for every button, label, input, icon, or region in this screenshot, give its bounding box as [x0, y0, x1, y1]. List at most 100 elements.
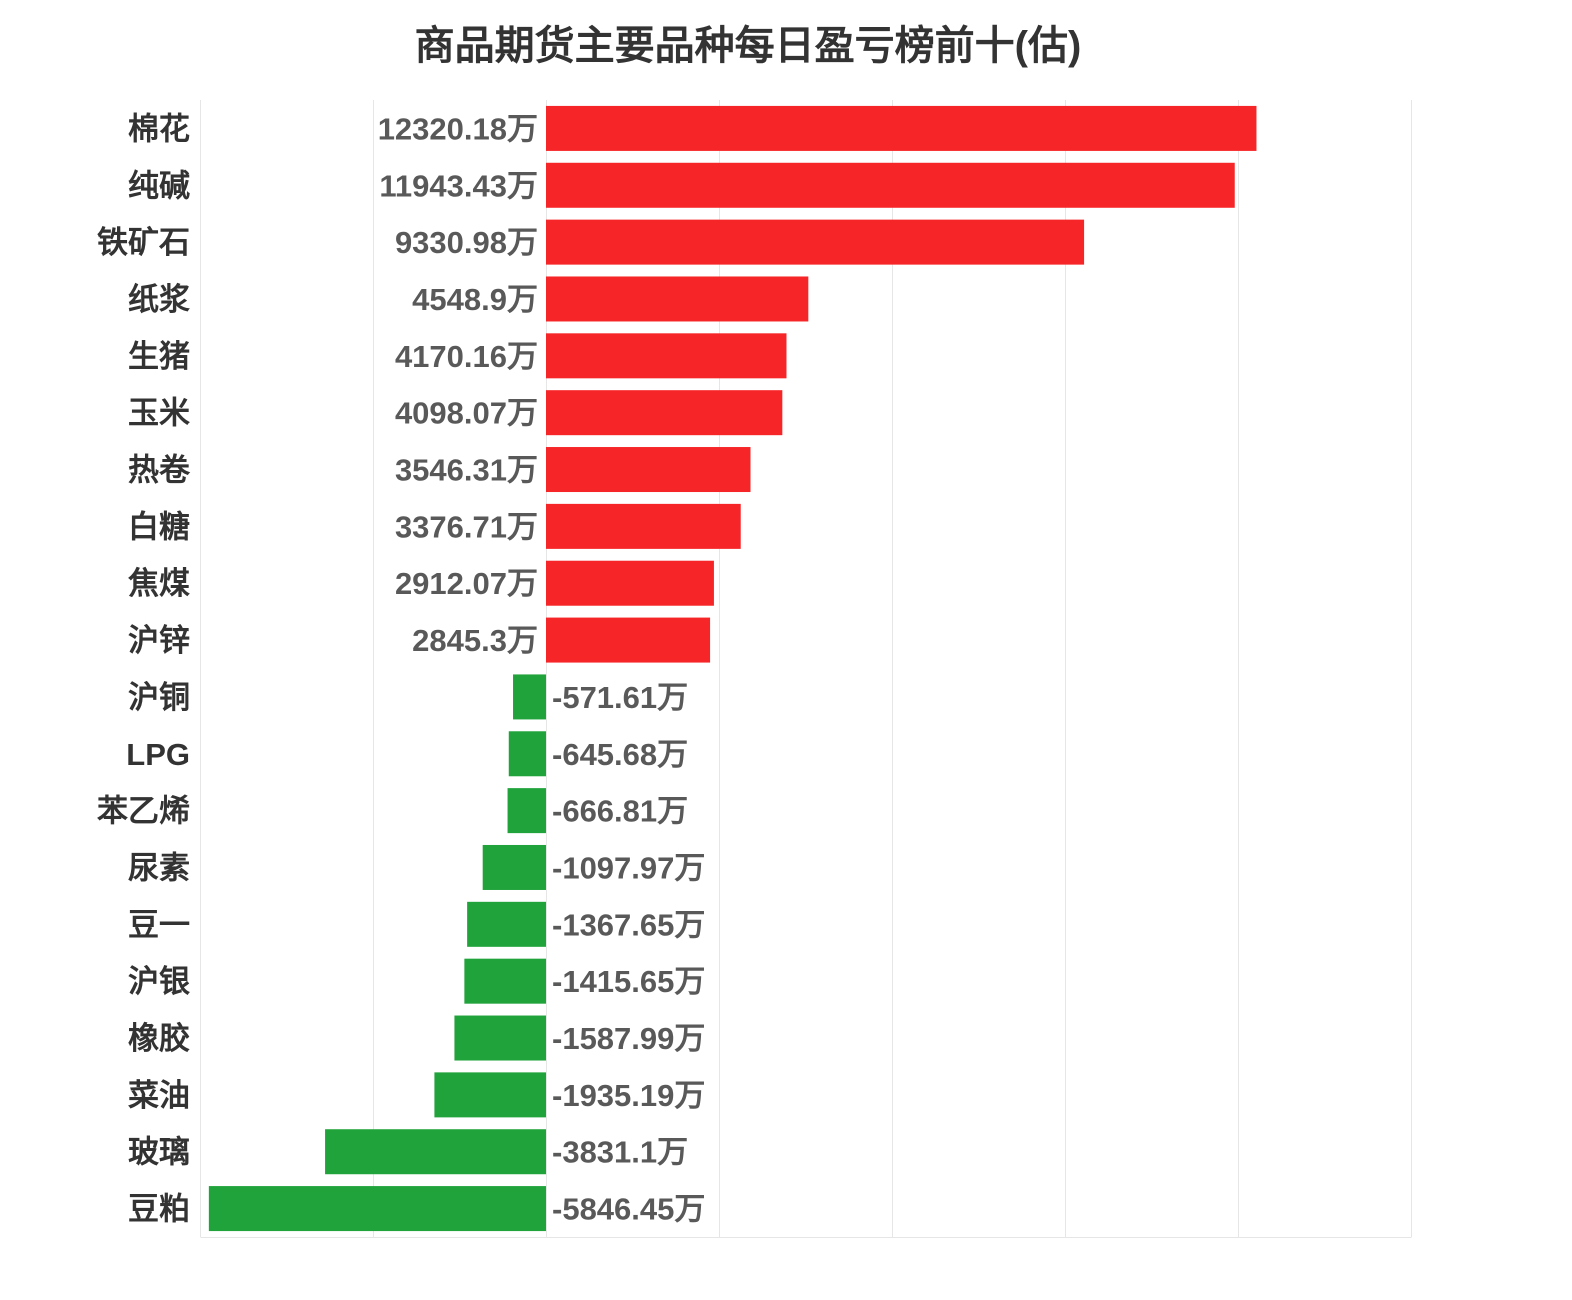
data-label-unit: 万	[507, 623, 538, 658]
data-label-unit: 万	[507, 111, 538, 146]
data-label-value: 3546.31	[395, 453, 507, 488]
bar-loss	[482, 844, 546, 890]
data-label-unit: 万	[674, 907, 705, 942]
bar-loss	[464, 958, 546, 1004]
data-label-value: -1935.19	[552, 1078, 674, 1113]
data-label-value: -1415.65	[552, 964, 674, 999]
data-label: -1415.65万	[552, 964, 705, 999]
data-label: 4098.07万	[395, 396, 538, 431]
category-label: 沪银	[128, 964, 190, 999]
category-label: 尿素	[128, 850, 190, 885]
data-label-value: 11943.43	[379, 168, 507, 203]
bar-profit	[546, 503, 741, 549]
category-label: 豆粕	[128, 1192, 190, 1227]
category-label: 白糖	[128, 509, 190, 544]
data-label-unit: 万	[657, 1135, 688, 1170]
category-label: 焦煤	[128, 566, 190, 601]
data-label-value: -5846.45	[552, 1192, 674, 1227]
data-label: -571.61万	[552, 680, 688, 715]
data-label-value: -571.61	[552, 680, 657, 715]
data-label-value: 4170.16	[395, 339, 507, 374]
category-label: 玻璃	[128, 1135, 190, 1170]
data-label: 4548.9万	[412, 282, 538, 317]
category-label: 豆一	[128, 907, 190, 942]
data-label-value: 3376.71	[395, 509, 507, 544]
data-label: 2845.3万	[412, 623, 538, 658]
data-label-unit: 万	[507, 339, 538, 374]
data-label: -1367.65万	[552, 907, 705, 942]
data-label-value: -1587.99	[552, 1021, 674, 1056]
data-label-value: 12320.18	[378, 111, 507, 146]
data-label: 12320.18万	[378, 111, 538, 146]
data-label-layer: 12320.18万11943.43万9330.98万4548.9万4170.16…	[378, 111, 706, 1226]
data-label-unit: 万	[674, 1192, 705, 1227]
data-label-unit: 万	[657, 680, 688, 715]
category-label: 纯碱	[128, 168, 190, 203]
bar-profit	[546, 617, 711, 663]
bar-profit	[546, 162, 1235, 208]
data-label-unit: 万	[507, 282, 538, 317]
data-label: -1587.99万	[552, 1021, 705, 1056]
category-label: 沪铜	[128, 680, 190, 715]
bar-loss	[508, 731, 546, 777]
data-label-value: -3831.1	[552, 1135, 657, 1170]
bar-profit	[546, 276, 809, 322]
data-label-unit: 万	[507, 168, 538, 203]
data-label: 3376.71万	[395, 509, 538, 544]
data-label: 9330.98万	[395, 225, 538, 260]
data-label: 2912.07万	[395, 566, 538, 601]
bar-profit	[546, 219, 1085, 265]
data-label-unit: 万	[507, 566, 538, 601]
data-label: -645.68万	[552, 737, 688, 772]
bar-loss	[325, 1129, 546, 1175]
bar-loss	[434, 1072, 546, 1118]
bar-loss	[507, 788, 546, 834]
data-label-value: 9330.98	[395, 225, 507, 260]
data-label-value: -1097.97	[552, 850, 674, 885]
category-label: 棉花	[128, 111, 190, 146]
data-label-value: 4098.07	[395, 396, 507, 431]
bar-profit	[546, 560, 714, 606]
data-label-value: -666.81	[552, 794, 657, 829]
bar-profit	[546, 447, 751, 493]
grid-layer	[200, 100, 1412, 1238]
data-label-unit: 万	[674, 850, 705, 885]
bar-loss	[454, 1015, 546, 1061]
data-label: -1935.19万	[552, 1078, 705, 1113]
data-label: -5846.45万	[552, 1192, 705, 1227]
category-label: 热卷	[128, 453, 191, 488]
data-label: 4170.16万	[395, 339, 538, 374]
category-label: 菜油	[128, 1078, 190, 1113]
chart-title: 商品期货主要品种每日盈亏榜前十(估)	[415, 24, 1082, 68]
bar-layer	[208, 105, 1257, 1232]
data-label: 11943.43万	[379, 168, 538, 203]
data-label-value: 2845.3	[412, 623, 507, 658]
data-label-unit: 万	[507, 396, 538, 431]
data-label: -3831.1万	[552, 1135, 688, 1170]
data-label-unit: 万	[657, 794, 688, 829]
category-label: 玉米	[128, 396, 190, 431]
category-label: 生猪	[128, 339, 190, 374]
category-label: 橡胶	[128, 1021, 190, 1056]
bar-profit	[546, 105, 1257, 151]
category-label: 纸浆	[128, 282, 190, 317]
data-label-unit: 万	[507, 225, 538, 260]
data-label-value: -645.68	[552, 737, 657, 772]
category-label: 铁矿石	[97, 225, 190, 260]
category-label: 苯乙烯	[97, 794, 190, 829]
data-label-value: -1367.65	[552, 907, 674, 942]
bar-profit	[546, 390, 783, 436]
data-label: -1097.97万	[552, 850, 705, 885]
category-label: 沪锌	[128, 623, 190, 658]
data-label-unit: 万	[674, 1021, 705, 1056]
data-label-unit: 万	[507, 453, 538, 488]
data-label-unit: 万	[674, 1078, 705, 1113]
data-label: 3546.31万	[395, 453, 538, 488]
data-label: -666.81万	[552, 794, 688, 829]
data-label-unit: 万	[657, 737, 688, 772]
bar-loss	[208, 1186, 546, 1232]
bar-profit	[546, 333, 787, 379]
